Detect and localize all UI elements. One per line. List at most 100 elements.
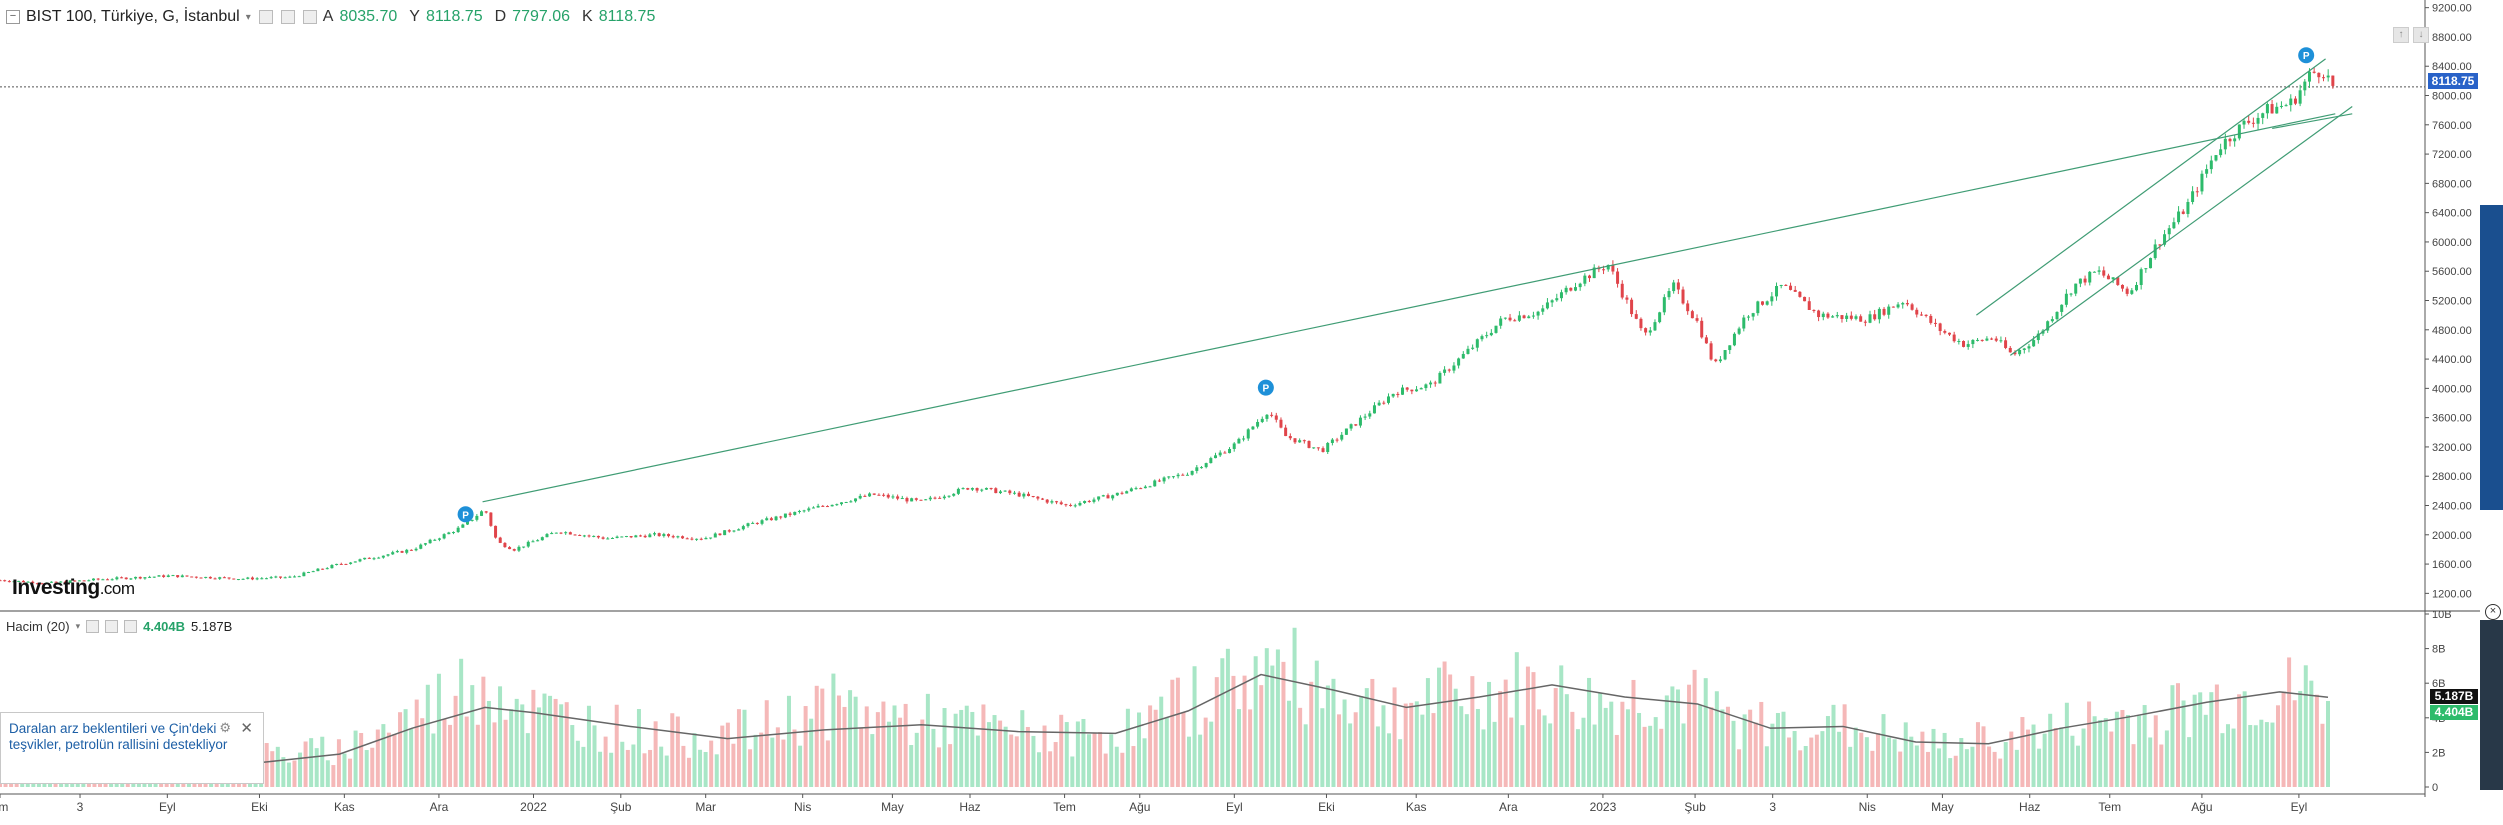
candle-body xyxy=(1573,287,1577,291)
candle-body xyxy=(1578,283,1582,288)
volume-tick-label: 0 xyxy=(2432,782,2438,794)
candle-body xyxy=(1059,502,1063,505)
volume-bar xyxy=(1437,667,1442,787)
candle-body xyxy=(1877,308,1881,320)
volume-bar xyxy=(2098,719,2103,787)
side-panel-strip[interactable] xyxy=(2480,205,2503,510)
gear-icon[interactable]: ⚙ xyxy=(219,720,231,735)
volume-bar xyxy=(1142,738,1147,787)
time-tick-label: Şub xyxy=(1684,800,1706,814)
candle-body xyxy=(2195,191,2199,193)
volume-bar xyxy=(2131,744,2136,787)
candle-body xyxy=(1732,333,1736,346)
volume-bar xyxy=(509,709,514,787)
candle-body xyxy=(1363,416,1367,418)
close-icon[interactable]: ✕ xyxy=(240,720,253,737)
volume-bar xyxy=(609,752,614,787)
volume-bar xyxy=(264,743,269,787)
volume-bar xyxy=(1059,714,1064,787)
candle-body xyxy=(942,496,946,499)
eye-box-icon[interactable] xyxy=(280,10,295,24)
volume-tick-label: 2B xyxy=(2432,747,2445,759)
volume-bar xyxy=(303,741,308,787)
close-box-icon[interactable] xyxy=(124,620,138,633)
symbol-title[interactable]: BIST 100, Türkiye, G, İstanbul xyxy=(26,8,240,25)
candle-body xyxy=(592,535,596,537)
candle-body xyxy=(1943,331,1947,333)
candle-body xyxy=(746,523,750,527)
news-text[interactable]: Daralan arz beklentileri ve Çin'deki teş… xyxy=(9,721,228,752)
volume-bar xyxy=(1370,678,1375,787)
volume-bar xyxy=(1859,732,1864,787)
chevron-down-icon[interactable]: ▾ xyxy=(245,11,251,23)
candle-body xyxy=(269,577,273,579)
time-tick-label: 3 xyxy=(77,800,84,814)
close-icon[interactable]: × xyxy=(2485,604,2501,620)
volume-bar xyxy=(575,740,580,787)
news-card[interactable]: ⚙ ✕ Daralan arz beklentileri ve Çin'deki… xyxy=(0,712,264,784)
candle-body xyxy=(2036,333,2040,341)
eye-box-icon[interactable] xyxy=(105,620,119,633)
volume-bar xyxy=(659,746,664,787)
candle-body xyxy=(2265,104,2269,114)
candle-body xyxy=(788,513,792,515)
candle-body xyxy=(1962,340,1966,347)
volume-bar xyxy=(1725,706,1730,787)
candle-body xyxy=(101,579,105,581)
volume-bar xyxy=(920,719,925,787)
candle-body xyxy=(45,582,49,584)
volume-bar xyxy=(2142,705,2147,787)
volume-bar xyxy=(1325,685,1330,787)
candle-body xyxy=(1658,312,1662,323)
candle-body xyxy=(877,494,881,496)
volume-bar xyxy=(1659,728,1664,787)
volume-bar xyxy=(292,760,297,787)
candle-body xyxy=(1003,490,1007,492)
volume-bar xyxy=(1875,733,1880,787)
candle-body xyxy=(1545,302,1549,309)
candle-body xyxy=(681,536,685,539)
candle-body xyxy=(82,580,86,582)
volume-bar xyxy=(1342,699,1347,787)
candle-body xyxy=(456,527,460,533)
candle-body xyxy=(2251,122,2255,124)
settings-box-icon[interactable] xyxy=(258,10,273,24)
settings-box-icon[interactable] xyxy=(86,620,100,633)
arrow-down-icon[interactable]: ↓ xyxy=(2413,27,2429,43)
volume-bar xyxy=(1653,717,1658,787)
candle-body xyxy=(2064,293,2068,305)
volume-bar xyxy=(1392,687,1397,787)
ohlc-high-value: 8118.75 xyxy=(425,8,483,25)
minus-box-icon[interactable]: − xyxy=(6,10,20,24)
arrow-up-icon[interactable]: ↑ xyxy=(2393,27,2409,43)
close-box-icon[interactable] xyxy=(302,10,317,24)
volume-bar xyxy=(1237,709,1242,787)
candle-body xyxy=(2130,290,2134,294)
volume-tick-label: 10B xyxy=(2432,609,2452,621)
candle-body xyxy=(1157,480,1161,482)
side-panel-strip-lower[interactable] xyxy=(2480,620,2503,790)
volume-bar xyxy=(1120,752,1125,787)
volume-bar xyxy=(1225,648,1230,787)
time-tick-label: 2023 xyxy=(1590,800,1617,814)
volume-bar xyxy=(953,713,958,787)
volume-label[interactable]: Hacim (20) xyxy=(6,619,70,634)
volume-bar xyxy=(898,717,903,787)
volume-bar xyxy=(2125,714,2130,787)
trendline xyxy=(1976,58,2326,316)
candle-body xyxy=(522,546,526,548)
volume-bar xyxy=(1825,716,1830,787)
candle-body xyxy=(886,494,890,498)
volume-bar xyxy=(2231,728,2236,787)
volume-bar xyxy=(1920,731,1925,787)
candle-body xyxy=(1513,320,1517,322)
candle-body xyxy=(956,488,960,494)
time-tick-label: Tem xyxy=(2098,800,2121,814)
candle-body xyxy=(2307,71,2311,82)
chevron-down-icon[interactable]: ▾ xyxy=(75,621,81,631)
candle-body xyxy=(1644,328,1648,333)
candle-body xyxy=(924,499,928,501)
candle-body xyxy=(503,542,507,548)
